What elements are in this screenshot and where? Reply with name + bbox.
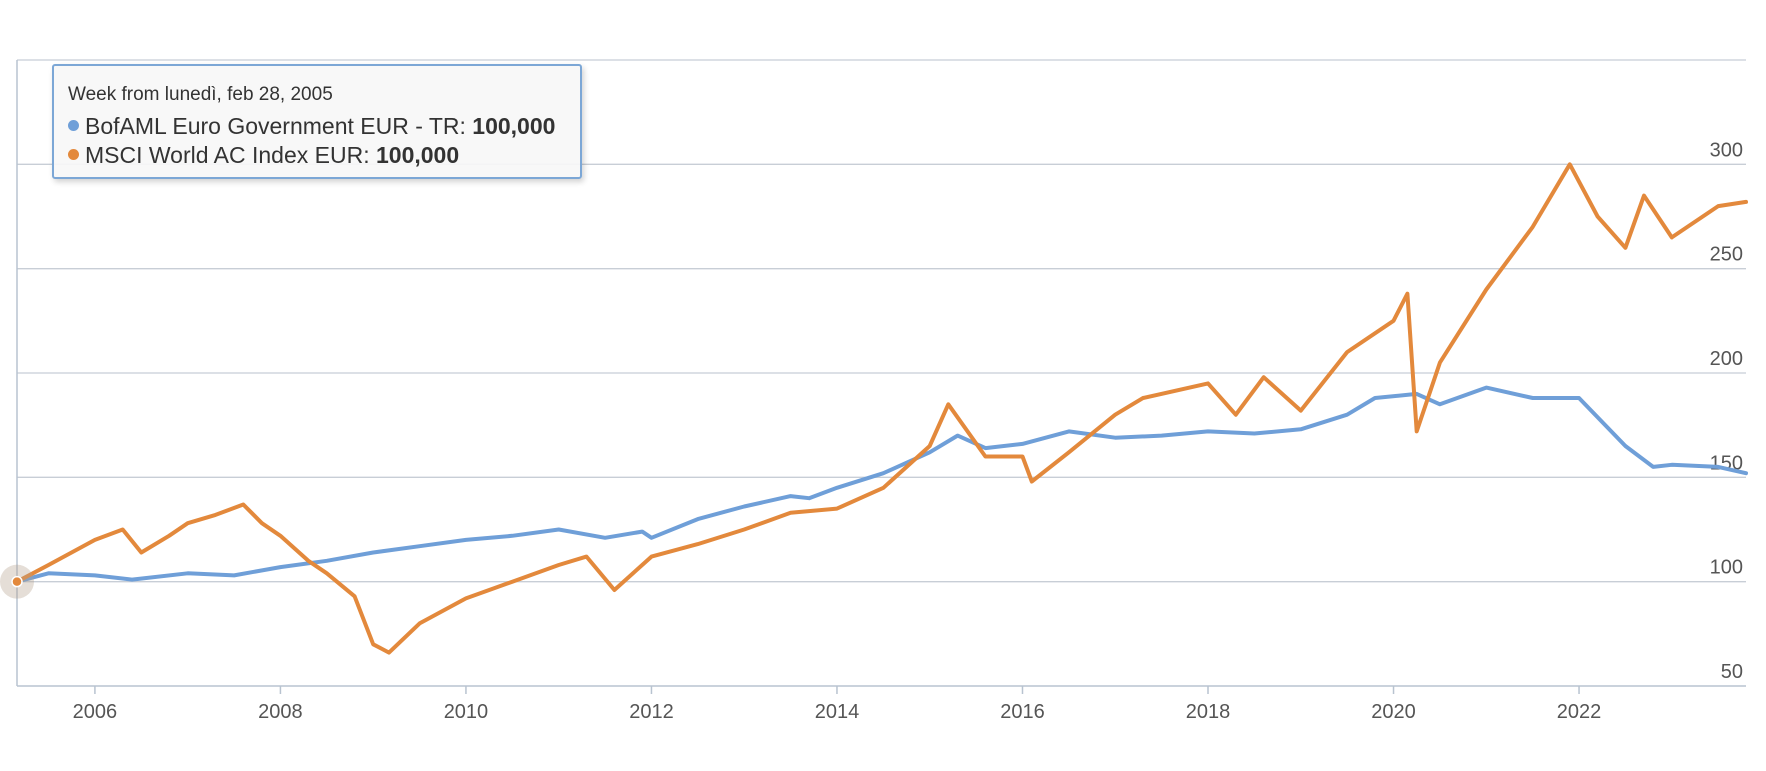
y-tick-label: 200 (1710, 348, 1743, 370)
x-axis-ticks: 2006 2008 2010 2012 2014 2016 2018 2020 2022 (73, 686, 1602, 723)
x-tick-label: 2010 (444, 701, 489, 723)
series-dot-icon (68, 149, 79, 161)
x-tick-label: 2006 (73, 701, 118, 723)
tooltip-series-name: MSCI World AC Index EUR (85, 142, 364, 168)
x-tick-label: 2016 (1000, 701, 1045, 723)
tooltip-series-value: 100,000 (376, 142, 460, 168)
x-tick-label: 2014 (815, 701, 860, 723)
y-tick-label: 100 (1710, 557, 1743, 579)
tooltip-series-value: 100,000 (472, 113, 556, 139)
tooltip-row-msci: MSCI World AC Index EUR: 100,000 (68, 141, 566, 170)
x-tick-label: 2012 (629, 701, 674, 723)
series-dot-icon (68, 120, 79, 132)
x-tick-label: 2008 (258, 701, 303, 723)
hover-point[interactable] (11, 575, 23, 588)
y-tick-label: 250 (1710, 244, 1743, 266)
x-tick-label: 2022 (1557, 701, 1602, 723)
y-tick-label: 50 (1721, 661, 1743, 683)
tooltip: Week from lunedì, feb 28, 2005 BofAML Eu… (52, 64, 582, 179)
tooltip-series-name: BofAML Euro Government EUR - TR (85, 113, 460, 139)
x-tick-label: 2020 (1371, 701, 1416, 723)
series-lines (15, 162, 1748, 655)
y-tick-label: 300 (1710, 139, 1743, 161)
tooltip-row-bofaml: BofAML Euro Government EUR - TR: 100,000 (68, 112, 566, 141)
series-line-bofaml-euro-government (15, 385, 1748, 584)
x-tick-label: 2018 (1186, 701, 1231, 723)
hover-marker (0, 564, 34, 599)
series-line-msci-world-ac (15, 162, 1748, 655)
tooltip-header: Week from lunedì, feb 28, 2005 (68, 84, 333, 105)
